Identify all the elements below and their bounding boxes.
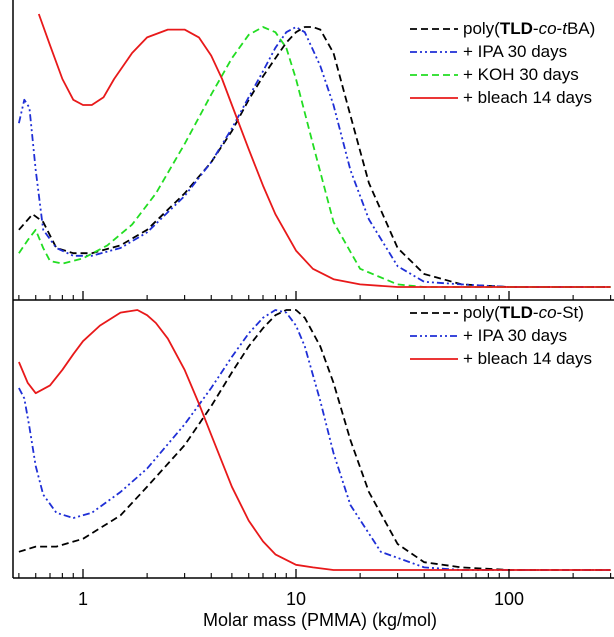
bottom-legend: poly(TLD-co-St) + IPA 30 days + bleach 14 … <box>410 303 592 368</box>
top-series-line-3 <box>37 13 611 288</box>
bottom-legend-label-2: + bleach 14 days <box>463 349 592 368</box>
x-tick-label: 100 <box>494 589 524 609</box>
axes-frame <box>12 0 614 579</box>
bottom-panel: poly(TLD-co-St) + IPA 30 days + bleach 14 … <box>18 303 611 571</box>
bottom-legend-label-0: poly(TLD-co-St) <box>463 303 584 322</box>
top-panel: poly(TLD-co-tBA) + IPA 30 days + KOH 30 da… <box>18 13 611 288</box>
top-legend-label-0: poly(TLD-co-tBA) <box>463 19 595 38</box>
top-legend: poly(TLD-co-tBA) + IPA 30 days + KOH 30 da… <box>410 19 595 107</box>
x-axis-ticks: 1 10 100 <box>18 291 612 609</box>
top-legend-label-1: + IPA 30 days <box>463 42 567 61</box>
top-legend-label-3: + bleach 14 days <box>463 88 592 107</box>
x-tick-label: 1 <box>78 589 88 609</box>
top-series-line-1 <box>18 26 611 288</box>
bottom-series-line-2 <box>18 309 611 571</box>
top-series-line-0 <box>18 26 611 288</box>
bottom-legend-label-1: + IPA 30 days <box>463 326 567 345</box>
top-series-line-2 <box>18 26 611 288</box>
x-tick-label: 10 <box>286 589 306 609</box>
top-legend-label-2: + KOH 30 days <box>463 65 579 84</box>
bottom-series-line-0 <box>18 309 611 571</box>
x-axis-title: Molar mass (PMMA) (kg/mol) <box>203 610 437 630</box>
